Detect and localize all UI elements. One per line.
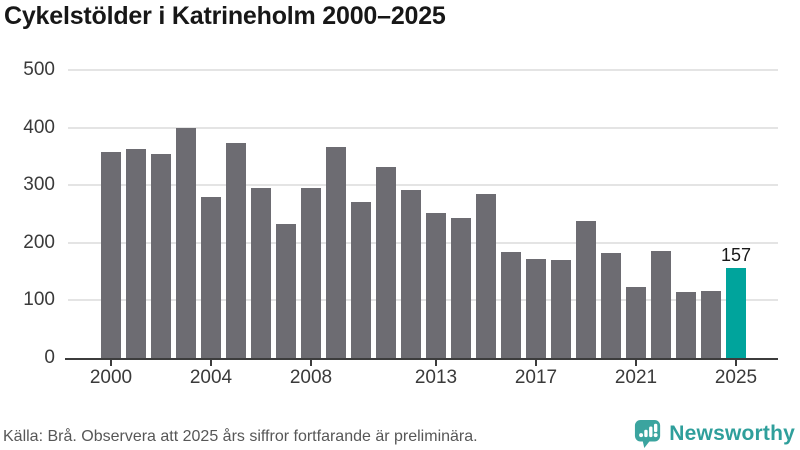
gridline-100 [68, 299, 778, 302]
bar-2008 [301, 188, 321, 358]
bar-2007 [276, 223, 296, 358]
x-tick-2000 [110, 360, 112, 366]
x-tick-2004 [210, 360, 212, 366]
bar-2009 [326, 147, 346, 358]
bar-2002 [151, 154, 171, 358]
bar-2022 [651, 250, 671, 358]
bar-2000 [101, 152, 121, 358]
x-tick-label-2025: 2025 [714, 367, 758, 388]
bar-2012 [401, 189, 421, 358]
bar-2018 [551, 260, 571, 358]
x-tick-label-2021: 2021 [614, 367, 658, 388]
bar-2010 [351, 202, 371, 358]
bar-2024 [701, 291, 721, 358]
bar-2005 [226, 142, 246, 358]
bar-2020 [601, 252, 621, 358]
bar-2006 [251, 188, 271, 358]
x-tick-label-2017: 2017 [514, 367, 558, 388]
bar-2015 [476, 194, 496, 358]
bar-2025 [726, 267, 746, 358]
x-tick-label-2008: 2008 [289, 367, 333, 388]
source-note: Källa: Brå. Observera att 2025 års siffr… [3, 428, 478, 445]
newsworthy-wordmark: Newsworthy [669, 422, 795, 445]
gridline-200 [68, 241, 778, 244]
gridline-500 [68, 69, 778, 71]
bar-2013 [426, 212, 446, 358]
newsworthy-icon [635, 420, 661, 448]
bar-2003 [176, 127, 196, 358]
x-tick-2017 [535, 360, 537, 366]
x-tick-2008 [310, 360, 312, 366]
bar-2021 [626, 286, 646, 358]
gridline-300 [68, 184, 778, 187]
y-tick-label: 300 [23, 174, 55, 196]
y-tick-label: 400 [23, 116, 55, 138]
y-tick-label: 500 [23, 59, 55, 80]
chart-title: Cykelstölder i Katrineholm 2000–2025 [4, 2, 446, 30]
y-tick-label: 100 [23, 289, 55, 311]
x-tick-2025 [735, 360, 737, 366]
bar-2014 [451, 218, 471, 358]
highlight-value-label: 157 [720, 244, 752, 265]
x-tick-2021 [635, 360, 637, 366]
bar-chart: 0 100 200 300 400 500 2000 2004 2008 2013 2017 202… [23, 59, 778, 388]
footer: Källa: Brå. Observera att 2025 års siffr… [0, 418, 800, 450]
x-tick-label-2004: 2004 [189, 367, 233, 388]
gridline-400 [68, 126, 778, 129]
bar-2001 [126, 149, 146, 358]
newsworthy-logo: Newsworthy [634, 418, 795, 450]
x-tick-label-2000: 2000 [89, 367, 133, 388]
x-axis-line [65, 358, 778, 360]
x-tick-2013 [435, 360, 437, 366]
bar-2004 [201, 197, 221, 358]
bar-2023 [676, 291, 696, 358]
bar-2019 [576, 221, 596, 358]
bar-2011 [376, 166, 396, 358]
bar-2017 [526, 258, 546, 358]
y-tick-label: 0 [44, 347, 55, 368]
x-tick-label-2013: 2013 [414, 367, 458, 388]
bar-2016 [501, 252, 521, 358]
y-tick-label: 200 [23, 231, 55, 253]
